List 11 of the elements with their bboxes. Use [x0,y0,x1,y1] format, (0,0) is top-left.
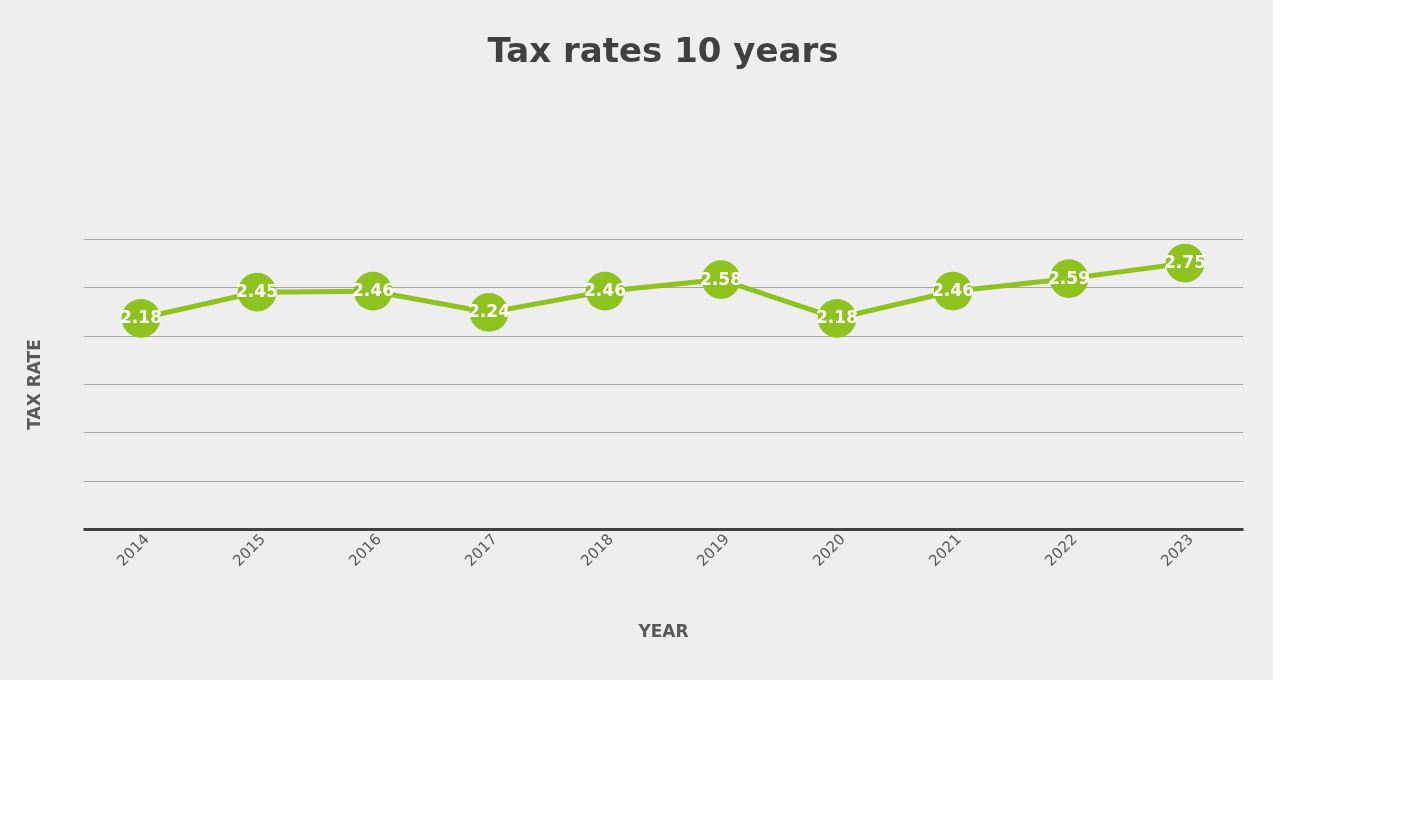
x-axis-title: YEAR [637,621,689,642]
y-axis-title: TAX RATE [23,339,44,430]
data-label: 2.46 [352,280,394,301]
data-label: 2.24 [468,301,511,322]
data-label: 2.59 [1048,267,1090,288]
data-label: 2.46 [584,280,626,301]
data-label: 2.58 [700,268,742,289]
data-label: 2.46 [932,280,974,301]
chart-title: Tax rates 10 years [487,30,839,70]
data-label: 2.45 [236,281,278,302]
data-label: 2.18 [816,307,858,328]
